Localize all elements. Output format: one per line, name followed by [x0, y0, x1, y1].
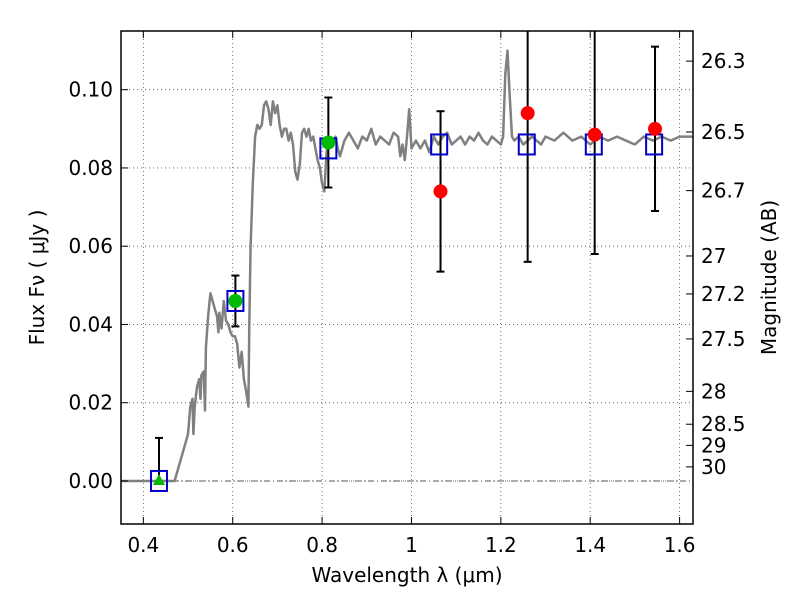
- plot-frame: [120, 30, 694, 525]
- right-tick-label: 30: [701, 455, 726, 479]
- right-tick-label: 27.5: [701, 327, 746, 351]
- right-tick-label: 29: [701, 433, 726, 457]
- y-tick-label: 0.04: [68, 312, 113, 336]
- ir-data-point: [520, 106, 535, 121]
- model-photometry-square: [226, 289, 245, 312]
- right-tick-label: 27: [701, 244, 726, 268]
- x-tick-label: 0.8: [306, 533, 338, 557]
- right-tick-label: 26.5: [701, 120, 746, 144]
- y-tick-label: 0.00: [68, 469, 113, 493]
- y-tick-label: 0.08: [68, 156, 113, 180]
- y-axis-label: Flux Fν ( μJy ): [25, 210, 49, 346]
- optical-data-point: [321, 135, 336, 150]
- observed-points: [152, 106, 663, 485]
- y-tick-label: 0.10: [68, 78, 113, 102]
- model-photometry-square: [149, 469, 168, 492]
- model-photometry-square: [430, 133, 449, 156]
- ir-data-point: [648, 121, 663, 136]
- x-tick-label: 0.6: [217, 533, 249, 557]
- ir-data-point: [587, 127, 602, 142]
- x-axis-label: Wavelength λ (μm): [311, 563, 502, 587]
- model-photometry-square: [517, 133, 536, 156]
- right-tick-label: 26.7: [701, 179, 746, 203]
- x-tick-label: 1.2: [485, 533, 517, 557]
- right-axis-label: Magnitude (AB): [757, 200, 781, 355]
- y-tick-label: 0.06: [68, 234, 113, 258]
- y-tick-label: 0.02: [68, 391, 113, 415]
- x-tick-label: 1.6: [664, 533, 696, 557]
- right-tick-label: 28: [701, 379, 726, 403]
- axis-ticks: 0.4 0.6 0.8 1 1.2 1.4 1.6 0.00 0.02 0.04 0.06 0.08 0…: [68, 31, 746, 557]
- right-tick-label: 28.5: [701, 412, 746, 436]
- ir-data-point: [433, 184, 448, 199]
- grid: [121, 31, 693, 524]
- x-tick-label: 0.4: [127, 533, 159, 557]
- optical-upper-limit-point: [152, 473, 165, 485]
- right-tick-label: 27.2: [701, 282, 746, 306]
- x-tick-label: 1.4: [574, 533, 606, 557]
- error-bars: [154, 31, 660, 481]
- right-tick-label: 26.3: [701, 49, 746, 73]
- optical-data-point: [228, 293, 243, 308]
- x-tick-label: 1: [405, 533, 418, 557]
